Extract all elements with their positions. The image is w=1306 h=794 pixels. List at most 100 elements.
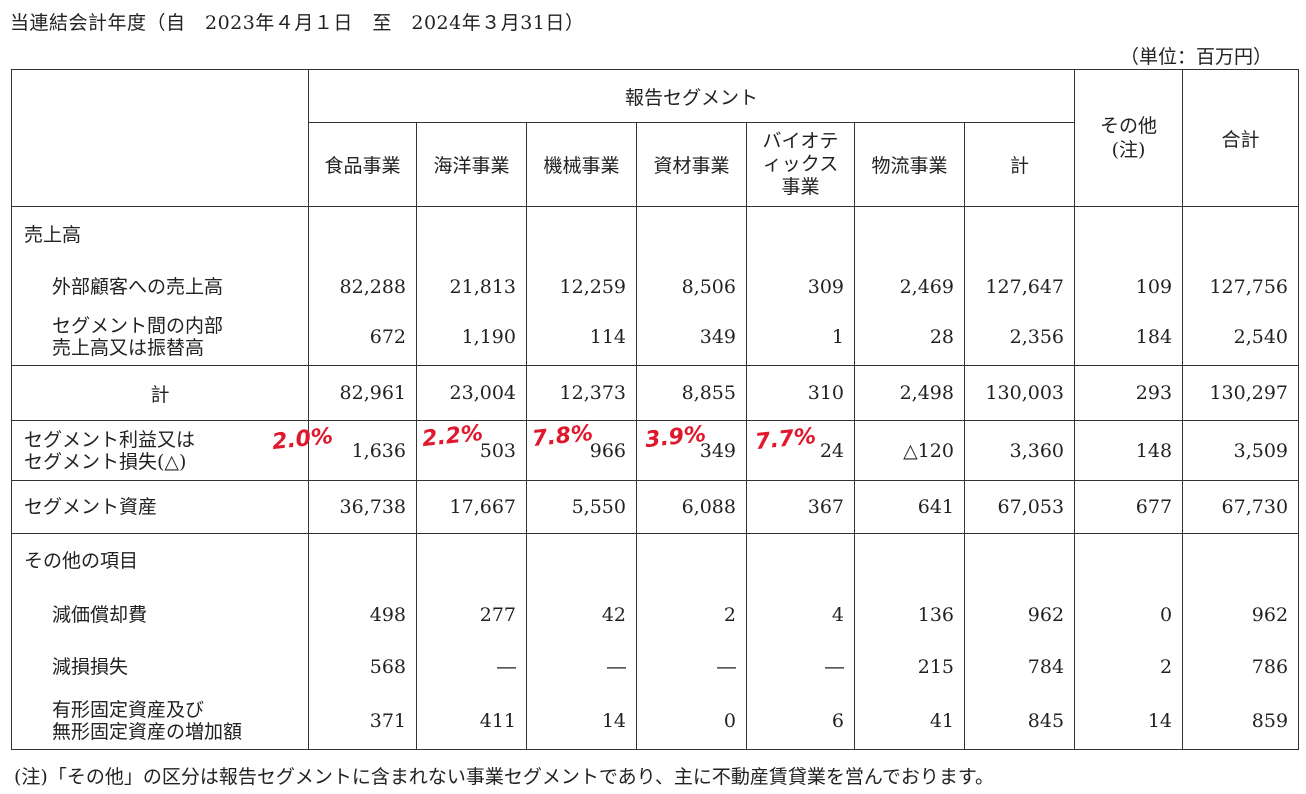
cell: 568 (308, 640, 417, 694)
cell: 41 (854, 693, 965, 750)
header-col-machinery: 機械事業 (526, 122, 637, 207)
row-label-depreciation: 減価償却費 (11, 588, 309, 641)
cell: 411 (416, 693, 527, 750)
header-col-biotics: バイオテ ィックス 事業 (746, 122, 855, 207)
cell: 784 (963, 640, 1076, 694)
cell: ― (526, 640, 637, 694)
row-label-segment-profit-line1: セグメント利益又は (24, 428, 196, 451)
row-label-segment-profit: セグメント利益又は セグメント損失(△) (11, 420, 309, 481)
cell: ― (636, 640, 747, 694)
cell: 109 (1074, 263, 1184, 310)
cell: 3,360 (963, 420, 1076, 481)
cell: 23,004 (416, 365, 527, 421)
header-total: 合計 (1182, 69, 1300, 207)
header-col-materials: 資材事業 (636, 122, 747, 207)
header-col-food: 食品事業 (308, 122, 417, 207)
table-row: セグメント資産 36,738 17,667 5,550 6,088 367 64… (11, 480, 1300, 534)
cell: △120 (854, 420, 965, 481)
header-other: その他 (注) (1074, 69, 1184, 207)
cell: 677 (1074, 480, 1184, 534)
cell: 2,498 (854, 365, 965, 421)
cell: 67,053 (963, 480, 1076, 534)
cell: 786 (1182, 640, 1300, 694)
cell: 21,813 (416, 263, 527, 310)
cell: 1,190 (416, 309, 527, 366)
cell: 127,647 (963, 263, 1076, 310)
cell: 962 (963, 588, 1076, 641)
cell: 845 (963, 693, 1076, 750)
cell: 641 (854, 480, 965, 534)
cell: 293 (1074, 365, 1184, 421)
row-label-capex: 有形固定資産及び 無形固定資産の増加額 (11, 693, 309, 750)
cell: 672 (308, 309, 417, 366)
header-col-marine: 海洋事業 (416, 122, 527, 207)
row-label-sales: 売上高 (11, 206, 309, 264)
cell: 130,297 (1182, 365, 1300, 421)
row-label-intersegment: セグメント間の内部 売上高又は振替高 (11, 309, 309, 366)
footnote: (注)「その他」の区分は報告セグメントに含まれない事業セグメントであり、主に不動… (14, 766, 995, 788)
row-label-other-items: その他の項目 (11, 533, 309, 589)
cell: 1 (746, 309, 855, 366)
cell: 14 (526, 693, 637, 750)
table-row: 有形固定資産及び 無形固定資産の増加額 371 411 14 0 6 41 84… (11, 693, 1300, 750)
cell: 12,373 (526, 365, 637, 421)
cell: 6 (746, 693, 855, 750)
row-label-subtotal: 計 (11, 365, 309, 421)
cell: 4 (746, 588, 855, 641)
table-row: 減損損失 568 ― ― ― ― 215 784 2 786 (11, 640, 1300, 694)
cell: 42 (526, 588, 637, 641)
cell: ― (746, 640, 855, 694)
cell: 82,961 (308, 365, 417, 421)
cell: 962 (1182, 588, 1300, 641)
cell: 367 (746, 480, 855, 534)
cell: 966 (526, 420, 637, 481)
header-other-line1: その他 (1100, 115, 1158, 137)
cell: 82,288 (308, 263, 417, 310)
cell: 36,738 (308, 480, 417, 534)
cell: 215 (854, 640, 965, 694)
header-blank-cell (11, 69, 309, 207)
cell: 2 (636, 588, 747, 641)
cell: 3,509 (1182, 420, 1300, 481)
row-label-segment-profit-line2: セグメント損失(△) (24, 450, 187, 473)
header-col-logistics: 物流事業 (854, 122, 965, 207)
row-label-capex-line2: 無形固定資産の増加額 (52, 721, 243, 744)
cell: 148 (1074, 420, 1184, 481)
cell: 12,259 (526, 263, 637, 310)
cell: 309 (746, 263, 855, 310)
cell: 28 (854, 309, 965, 366)
unit-label: （単位：百万円） (1119, 46, 1272, 68)
header-col-subtotal: 計 (963, 122, 1076, 207)
cell: 5,550 (526, 480, 637, 534)
cell: 0 (636, 693, 747, 750)
cell: 8,855 (636, 365, 747, 421)
cell: 114 (526, 309, 637, 366)
cell: 6,088 (636, 480, 747, 534)
row-label-capex-line1: 有形固定資産及び (52, 699, 205, 722)
cell: ― (416, 640, 527, 694)
table-row: 外部顧客への売上高 82,288 21,813 12,259 8,506 309… (11, 263, 1300, 310)
table-row: 減価償却費 498 277 42 2 4 136 962 0 962 (11, 588, 1300, 641)
cell: 17,667 (416, 480, 527, 534)
table-row: 計 82,961 23,004 12,373 8,855 310 2,498 1… (11, 365, 1300, 421)
cell: 310 (746, 365, 855, 421)
cell: 2 (1074, 640, 1184, 694)
header-reported-segment: 報告セグメント (307, 69, 1076, 123)
row-label-impairment: 減損損失 (11, 640, 309, 694)
cell: 184 (1074, 309, 1184, 366)
cell: 67,730 (1182, 480, 1300, 534)
row-label-intersegment-line1: セグメント間の内部 (52, 315, 224, 338)
cell: 8,506 (636, 263, 747, 310)
table-row: セグメント間の内部 売上高又は振替高 672 1,190 114 349 1 2… (11, 309, 1300, 366)
cell: 136 (854, 588, 965, 641)
cell: 859 (1182, 693, 1300, 750)
table-row: セグメント利益又は セグメント損失(△) 1,636 503 966 349 2… (11, 420, 1300, 481)
row-label-segment-assets: セグメント資産 (11, 480, 309, 534)
cell: 503 (416, 420, 527, 481)
row-label-intersegment-line2: 売上高又は振替高 (52, 337, 205, 360)
cell: 130,003 (963, 365, 1076, 421)
page-heading: 当連結会計年度（自 2023年４月１日 至 2024年３月31日） (10, 12, 585, 34)
cell: 349 (636, 309, 747, 366)
cell: 14 (1074, 693, 1184, 750)
cell: 498 (308, 588, 417, 641)
